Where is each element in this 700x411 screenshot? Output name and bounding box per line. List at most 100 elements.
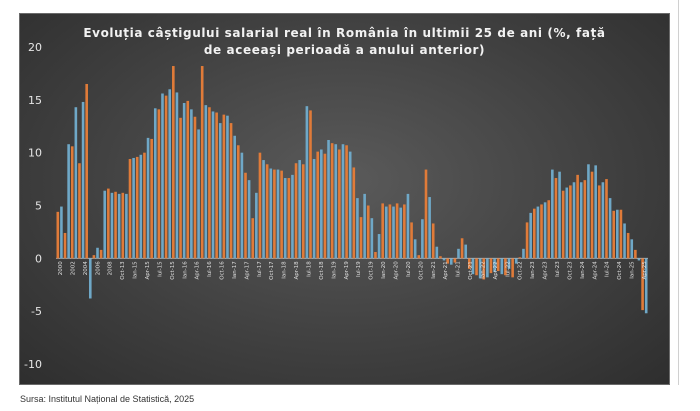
bar	[518, 257, 522, 259]
bar	[410, 222, 413, 259]
bar	[489, 258, 493, 274]
x-tick-label: 2002	[70, 261, 76, 275]
bar	[164, 95, 168, 259]
x-tick-label: Ian-25	[630, 261, 636, 279]
bar	[262, 160, 265, 259]
bar	[153, 108, 157, 259]
x-tick-label: Iul-17	[257, 261, 263, 277]
bar	[320, 149, 323, 259]
bar	[229, 123, 233, 259]
bar	[143, 152, 146, 259]
bar	[128, 159, 132, 259]
bar	[107, 188, 110, 259]
x-tick-label: Ian-20	[381, 261, 387, 279]
bar	[96, 247, 99, 259]
bar	[208, 107, 211, 259]
x-tick-label: Ian-24	[580, 261, 586, 279]
x-tick-label: Iul-20	[406, 261, 412, 277]
bar	[529, 212, 532, 259]
bar	[338, 149, 341, 259]
bar	[641, 258, 644, 311]
x-tick-label: Apr-24	[592, 261, 598, 280]
bar	[330, 143, 334, 259]
bar	[139, 154, 143, 259]
bar	[146, 137, 150, 259]
bar	[244, 172, 247, 259]
x-tick-label: Apr-15	[145, 261, 151, 280]
y-tick-label: -5	[31, 305, 42, 318]
x-tick-label: Apr-21	[443, 261, 449, 279]
bar	[605, 179, 608, 259]
bar	[179, 117, 182, 259]
bar	[442, 258, 446, 261]
bar	[74, 107, 78, 259]
x-tick-label: Ian-22	[481, 261, 487, 278]
bar	[424, 169, 428, 259]
bar	[496, 258, 500, 272]
bar	[125, 193, 128, 259]
bar	[92, 255, 96, 259]
bar	[135, 156, 139, 259]
bar	[247, 180, 251, 259]
bar	[540, 204, 543, 259]
x-tick-label: Iul-22	[505, 261, 511, 277]
bar	[543, 202, 547, 259]
bar	[626, 232, 630, 259]
bar	[500, 258, 504, 275]
x-tick-label: Ian-17	[232, 261, 238, 279]
y-tick-label: 5	[35, 200, 42, 213]
bar	[298, 160, 301, 259]
bar	[482, 258, 486, 280]
bar	[507, 258, 511, 269]
bar	[511, 258, 514, 278]
x-tick-label: Iul-21	[456, 261, 462, 277]
x-tick-label: Oct-15	[170, 261, 176, 280]
bar	[197, 129, 200, 259]
bar	[287, 178, 291, 259]
bar	[269, 168, 273, 259]
bar	[117, 193, 121, 259]
x-tick-label: Iul-19	[356, 261, 362, 277]
bar	[215, 112, 218, 259]
x-tick-label: Apr-25	[642, 261, 648, 280]
bar	[464, 244, 468, 259]
x-tick-label: Apr-23	[543, 261, 549, 280]
bar	[616, 209, 619, 259]
bar	[439, 256, 442, 259]
y-tick-label: 0	[35, 252, 42, 265]
bar	[323, 153, 327, 259]
bar	[283, 178, 287, 259]
y-tick-label: -10	[24, 358, 42, 371]
bar	[630, 239, 634, 259]
x-tick-label: 2008	[108, 261, 114, 275]
bar	[374, 251, 377, 259]
bar	[334, 144, 338, 259]
bar	[637, 258, 641, 261]
bar	[435, 246, 439, 259]
x-tick-label: Oct-18	[319, 261, 325, 280]
bar	[168, 89, 172, 259]
bar	[594, 165, 597, 259]
bar	[70, 146, 74, 259]
bar	[634, 249, 637, 259]
x-tick-label: Apr-17	[244, 261, 250, 280]
y-tick-label: 20	[28, 41, 42, 54]
x-tick-label: Oct-17	[269, 261, 275, 280]
bar	[222, 114, 226, 259]
bar	[233, 135, 236, 259]
x-tick-label: Ian-21	[431, 261, 437, 278]
y-tick-label: 15	[28, 94, 42, 107]
bar	[384, 206, 388, 259]
bar	[63, 232, 67, 259]
bar	[583, 180, 587, 259]
bar	[449, 258, 453, 265]
bar	[388, 204, 392, 259]
bar	[251, 218, 255, 259]
bar	[305, 106, 309, 259]
x-tick-label: Ian-18	[282, 261, 288, 279]
bar	[395, 203, 399, 259]
bar	[341, 144, 345, 259]
bar	[421, 219, 424, 259]
bar	[81, 101, 85, 259]
bar	[565, 187, 569, 259]
